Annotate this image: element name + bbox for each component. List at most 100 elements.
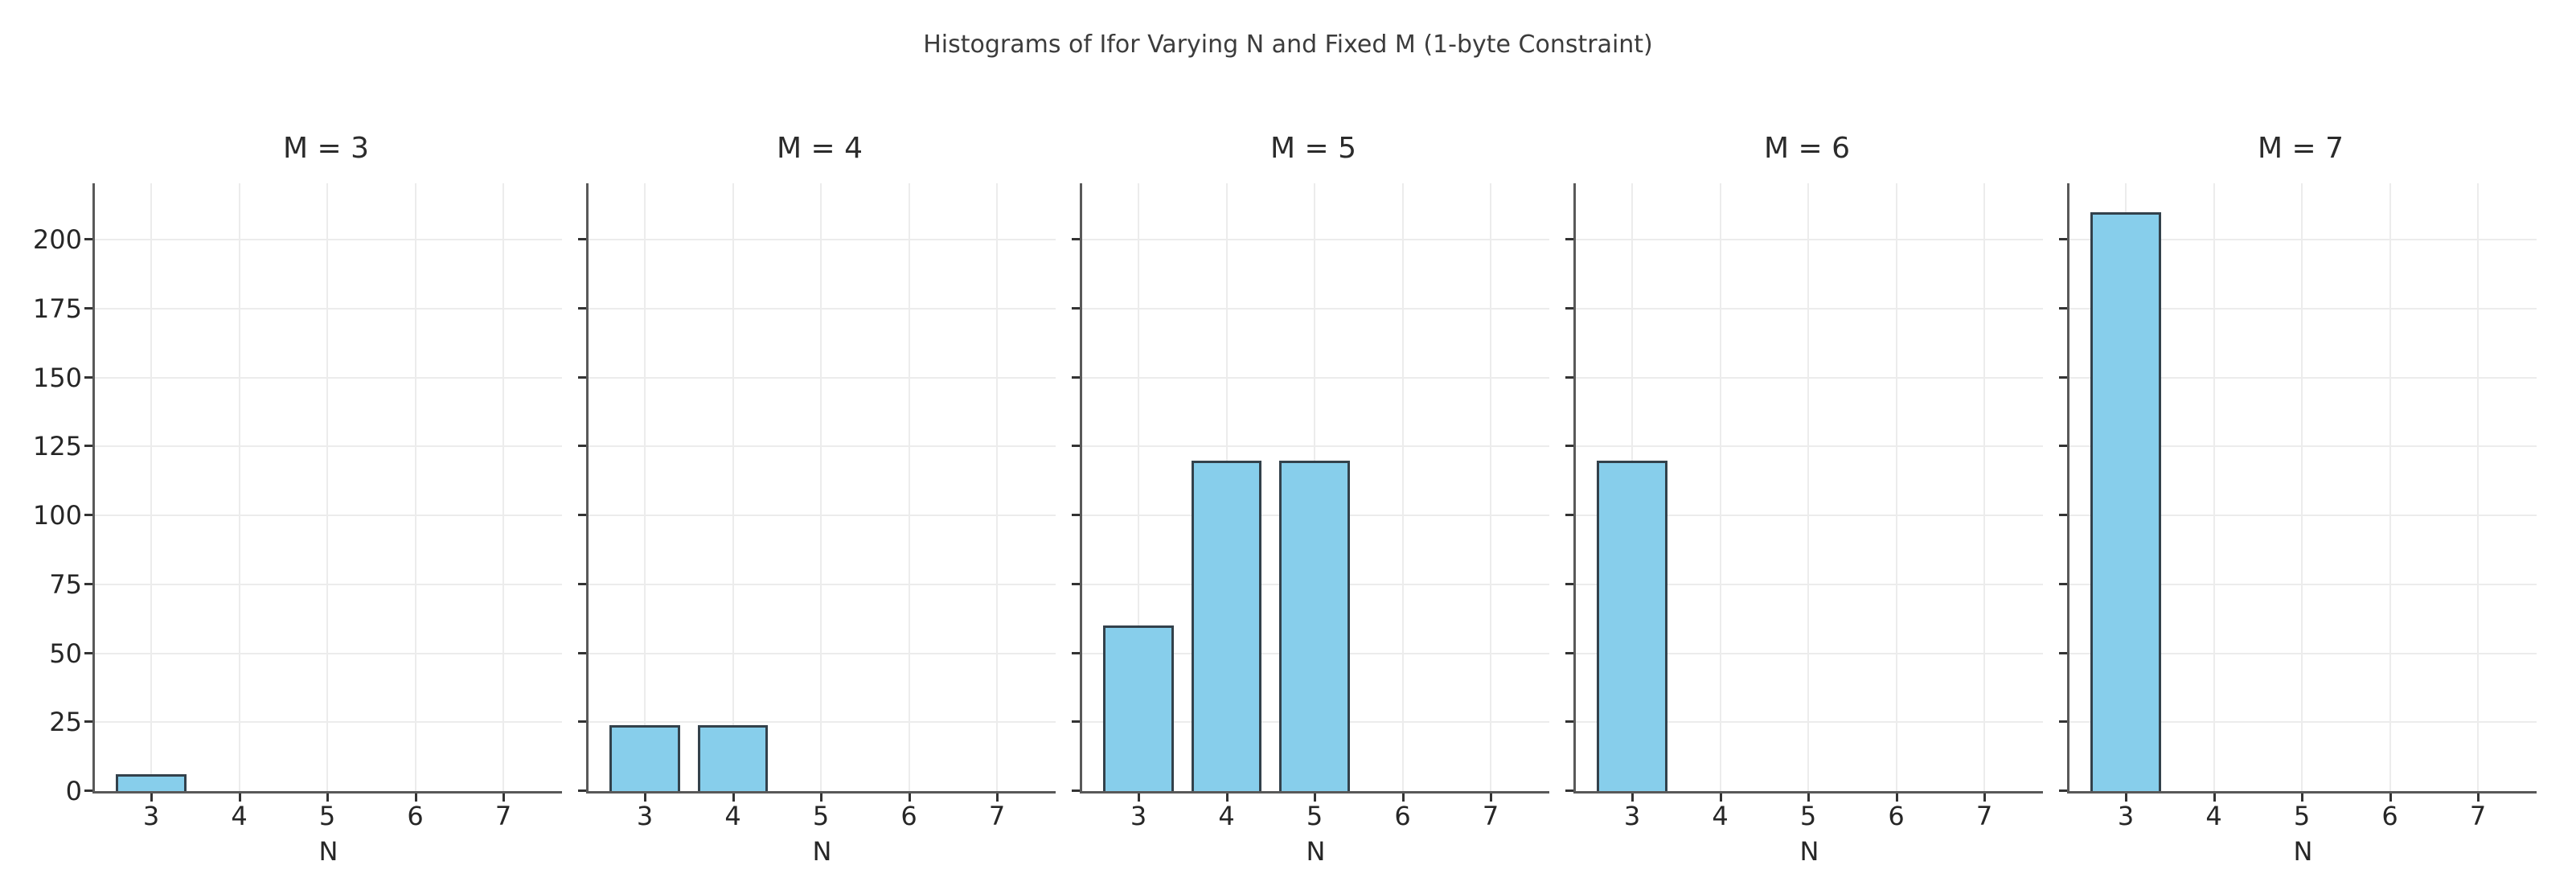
x-axis-tick bbox=[732, 794, 735, 802]
gridline-horizontal bbox=[1576, 308, 2043, 310]
histogram-bar-N3 bbox=[609, 724, 680, 791]
y-axis-tick bbox=[84, 789, 92, 792]
x-axis-tick bbox=[908, 794, 911, 802]
gridline-vertical bbox=[1490, 183, 1491, 791]
y-axis-tick bbox=[1072, 307, 1080, 310]
gridline-horizontal bbox=[589, 445, 1056, 448]
figure-suptitle: Histograms of Ifor Varying N and Fixed M… bbox=[923, 31, 1653, 59]
gridline-vertical bbox=[1807, 183, 1809, 791]
x-tick-label: 6 bbox=[407, 801, 424, 831]
subplot-title: M = 6 bbox=[1763, 132, 1850, 165]
x-axis-tick bbox=[502, 794, 505, 802]
subplot-panel-5: M = 5 3 4 5 6 7 N bbox=[1072, 132, 1549, 867]
x-tick-label: 3 bbox=[1130, 801, 1147, 831]
x-tick-label: 7 bbox=[1975, 801, 1993, 831]
x-tick-label: 6 bbox=[1888, 801, 1905, 831]
y-axis-tick bbox=[1565, 238, 1573, 241]
gridline-horizontal bbox=[2069, 583, 2537, 585]
x-axis-tick bbox=[2477, 794, 2480, 802]
gridline-horizontal bbox=[589, 721, 1056, 724]
histogram-bar-N4 bbox=[697, 724, 769, 791]
x-tick-label: 3 bbox=[142, 801, 160, 831]
y-axis-tick bbox=[84, 651, 92, 654]
gridline-horizontal bbox=[1576, 721, 2043, 724]
gridline-vertical bbox=[502, 183, 504, 791]
x-axis-tick bbox=[2389, 794, 2392, 802]
y-axis-tick bbox=[578, 720, 586, 724]
gridline-horizontal bbox=[1576, 652, 2043, 654]
y-axis-tick bbox=[2059, 789, 2067, 792]
y-axis-tick bbox=[1565, 375, 1573, 379]
gridline-horizontal bbox=[1576, 239, 2043, 241]
y-axis-tick bbox=[1565, 582, 1573, 585]
y-axis-tick bbox=[84, 307, 92, 310]
x-axis-tick bbox=[1631, 794, 1634, 802]
y-tick-label: 25 bbox=[49, 707, 82, 738]
x-axis-label: N bbox=[812, 836, 832, 867]
y-axis-tick bbox=[2059, 445, 2067, 448]
gridline-vertical bbox=[1895, 183, 1897, 791]
gridline-horizontal bbox=[1082, 308, 1549, 310]
y-axis-tick bbox=[578, 789, 586, 792]
subplot-title: M = 4 bbox=[776, 132, 863, 165]
y-axis-tick bbox=[1565, 789, 1573, 792]
x-tick-label: 7 bbox=[2469, 801, 2487, 831]
x-axis-label: N bbox=[1306, 836, 1326, 867]
y-axis-tick bbox=[1565, 514, 1573, 517]
histogram-bar-N5 bbox=[1279, 460, 1350, 791]
y-axis-tick bbox=[1565, 307, 1573, 310]
x-axis-tick bbox=[996, 794, 999, 802]
histogram-bar-N3 bbox=[1597, 460, 1667, 791]
x-tick-label: 6 bbox=[1394, 801, 1411, 831]
gridline-vertical bbox=[732, 183, 734, 791]
y-axis-tick bbox=[2059, 514, 2067, 517]
x-tick-label: 7 bbox=[988, 801, 1006, 831]
gridline-vertical bbox=[820, 183, 822, 791]
gridline-horizontal bbox=[95, 376, 562, 379]
y-axis-tick bbox=[578, 582, 586, 585]
subplot-panel-6: M = 6 3 4 5 6 7 N bbox=[1565, 132, 2043, 867]
subplot-panel-3: M = 3 0 25 50 75 100 125 150 175 200 3 4 5 6 7 N bbox=[33, 132, 562, 867]
x-tick-label: 5 bbox=[318, 801, 336, 831]
y-axis-tick bbox=[1072, 238, 1080, 241]
y-axis-tick bbox=[1072, 445, 1080, 448]
y-axis-tick bbox=[2059, 720, 2067, 724]
gridline-horizontal bbox=[95, 721, 562, 724]
x-axis-tick bbox=[1490, 794, 1492, 802]
x-tick-label: 3 bbox=[2117, 801, 2135, 831]
x-axis-tick bbox=[326, 794, 329, 802]
gridline-vertical bbox=[1983, 183, 1985, 791]
y-tick-label: 75 bbox=[49, 568, 82, 600]
gridline-horizontal bbox=[2069, 445, 2537, 448]
x-tick-label: 5 bbox=[1799, 801, 1817, 831]
gridline-vertical bbox=[1719, 183, 1721, 791]
y-tick-label: 50 bbox=[49, 638, 82, 669]
x-tick-label: 4 bbox=[1712, 801, 1729, 831]
x-tick-label: 3 bbox=[1623, 801, 1641, 831]
gridline-horizontal bbox=[1082, 376, 1549, 379]
y-axis-tick bbox=[84, 582, 92, 585]
y-tick-label: 200 bbox=[32, 224, 82, 256]
x-axis-tick bbox=[150, 794, 153, 802]
x-axis-tick bbox=[1895, 794, 1898, 802]
x-tick-label: 5 bbox=[1306, 801, 1323, 831]
x-tick-label: 4 bbox=[724, 801, 741, 831]
y-axis-tick bbox=[578, 445, 586, 448]
x-tick-label: 7 bbox=[494, 801, 512, 831]
y-axis-tick bbox=[578, 514, 586, 517]
gridline-horizontal bbox=[95, 308, 562, 310]
y-tick-label: 150 bbox=[32, 362, 82, 393]
gridline-horizontal bbox=[589, 515, 1056, 517]
histogram-bar-N3 bbox=[116, 774, 187, 791]
y-axis-tick bbox=[1565, 651, 1573, 654]
y-axis-tick bbox=[1072, 375, 1080, 379]
gridline-horizontal bbox=[2069, 308, 2537, 310]
subplot-panel-4: M = 4 3 4 5 6 7 N bbox=[578, 132, 1056, 867]
x-axis-tick bbox=[1983, 794, 1986, 802]
y-tick-label: 0 bbox=[65, 776, 82, 806]
x-axis-tick bbox=[2301, 794, 2303, 802]
gridline-horizontal bbox=[1082, 239, 1549, 241]
x-tick-label: 6 bbox=[900, 801, 917, 831]
x-tick-label: 5 bbox=[812, 801, 830, 831]
